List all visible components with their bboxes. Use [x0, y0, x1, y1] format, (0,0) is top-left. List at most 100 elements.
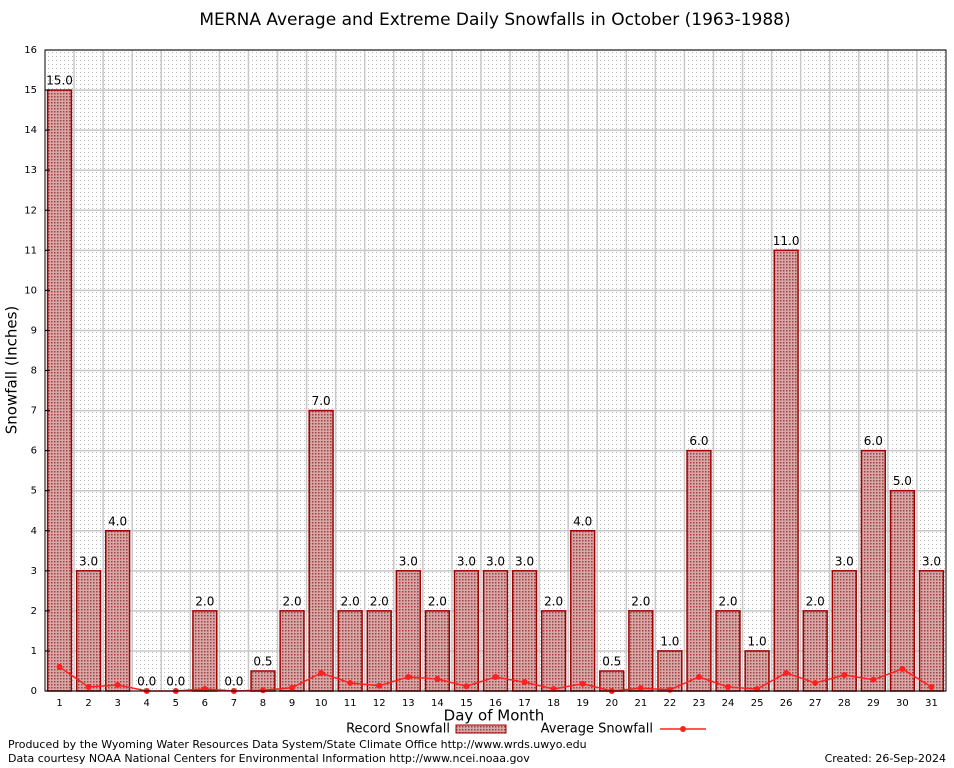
value-label: 0.0: [137, 675, 156, 689]
x-tick-label: 16: [489, 698, 502, 709]
y-tick-label: 2: [31, 606, 37, 617]
bar: [366, 610, 392, 692]
value-label: 3.0: [486, 554, 505, 568]
value-label: 4.0: [108, 514, 127, 528]
value-label: 4.0: [573, 514, 592, 528]
bar: [511, 570, 538, 692]
value-label: 2.0: [544, 594, 563, 608]
bar: [773, 249, 799, 692]
x-tick-label: 24: [722, 698, 735, 709]
y-tick-label: 13: [24, 165, 37, 176]
value-label: 0.5: [253, 654, 272, 668]
x-tick-label: 26: [780, 698, 793, 709]
value-label: 2.0: [195, 594, 214, 608]
x-tick-label: 6: [202, 698, 208, 709]
y-axis-label: Snowfall (Inches): [3, 306, 21, 434]
line-marker: [347, 679, 354, 686]
value-label: 1.0: [748, 634, 767, 648]
x-tick-label: 29: [867, 698, 880, 709]
line-marker: [812, 679, 819, 686]
bar: [802, 610, 828, 692]
bar: [337, 610, 363, 692]
x-tick-label: 9: [289, 698, 295, 709]
bar: [279, 610, 305, 692]
x-tick-label: 14: [431, 698, 444, 709]
footer-text: Produced by the Wyoming Water Resources …: [8, 738, 587, 751]
value-label: 7.0: [312, 394, 331, 408]
x-tick-label: 28: [838, 698, 851, 709]
bar: [686, 449, 712, 692]
bar: [918, 570, 945, 692]
value-label: 6.0: [864, 434, 883, 448]
value-label: 2.0: [806, 594, 825, 608]
value-label: 0.0: [166, 675, 185, 689]
bar: [308, 409, 334, 692]
bar: [599, 670, 625, 692]
y-tick-label: 5: [31, 486, 37, 497]
bar: [453, 570, 480, 692]
y-tick-label: 0: [31, 686, 37, 697]
legend-marker: [680, 726, 686, 732]
value-label: 3.0: [79, 554, 98, 568]
line-marker: [695, 673, 702, 680]
legend-swatch: [455, 724, 507, 734]
line-marker: [318, 669, 325, 676]
line-marker: [899, 665, 906, 672]
x-tick-label: 11: [344, 698, 357, 709]
line-marker: [434, 675, 441, 682]
line-marker: [289, 684, 296, 691]
value-label: 11.0: [773, 234, 800, 248]
x-tick-label: 25: [751, 698, 764, 709]
footer-text: Data courtesy NOAA National Centers for …: [8, 752, 530, 765]
x-tick-label: 7: [231, 698, 237, 709]
line-marker: [56, 663, 63, 670]
line-marker: [376, 682, 383, 689]
value-label: 2.0: [283, 594, 302, 608]
x-tick-label: 30: [896, 698, 909, 709]
bar: [75, 570, 102, 692]
legend-label: Average Snowfall: [541, 722, 653, 737]
y-tick-label: 3: [31, 566, 37, 577]
x-tick-label: 17: [518, 698, 531, 709]
y-tick-label: 1: [31, 646, 37, 657]
value-label: 2.0: [370, 594, 389, 608]
bar: [540, 610, 567, 692]
value-label: 5.0: [893, 474, 912, 488]
bar: [46, 89, 73, 692]
value-label: 3.0: [399, 554, 418, 568]
bar: [192, 610, 218, 692]
x-tick-label: 20: [605, 698, 618, 709]
line-marker: [85, 683, 92, 690]
value-label: 3.0: [835, 554, 854, 568]
line-marker: [259, 687, 266, 694]
bar: [104, 530, 131, 692]
line-marker: [579, 680, 586, 687]
bar: [395, 570, 421, 692]
line-marker: [841, 671, 848, 678]
value-label: 0.5: [602, 654, 621, 668]
value-label: 6.0: [689, 434, 708, 448]
x-tick-label: 12: [373, 698, 386, 709]
x-tick-label: 18: [547, 698, 560, 709]
line-marker: [637, 685, 644, 692]
x-tick-label: 4: [144, 698, 150, 709]
value-label: 2.0: [341, 594, 360, 608]
x-axis-label: Day of Month: [444, 707, 545, 725]
x-tick-label: 5: [173, 698, 179, 709]
line-marker: [783, 669, 790, 676]
x-tick-label: 13: [402, 698, 415, 709]
bar: [482, 570, 509, 692]
line-marker: [114, 681, 121, 688]
value-label: 15.0: [46, 74, 73, 88]
bar: [628, 610, 654, 692]
y-tick-label: 12: [24, 205, 37, 216]
line-marker: [492, 673, 499, 680]
y-tick-label: 14: [24, 125, 37, 136]
line-marker: [521, 679, 528, 686]
value-label: 2.0: [631, 594, 650, 608]
line-marker: [928, 683, 935, 690]
line-marker: [725, 683, 732, 690]
line-marker: [201, 685, 208, 692]
x-tick-label: 27: [809, 698, 822, 709]
x-tick-label: 31: [925, 698, 938, 709]
